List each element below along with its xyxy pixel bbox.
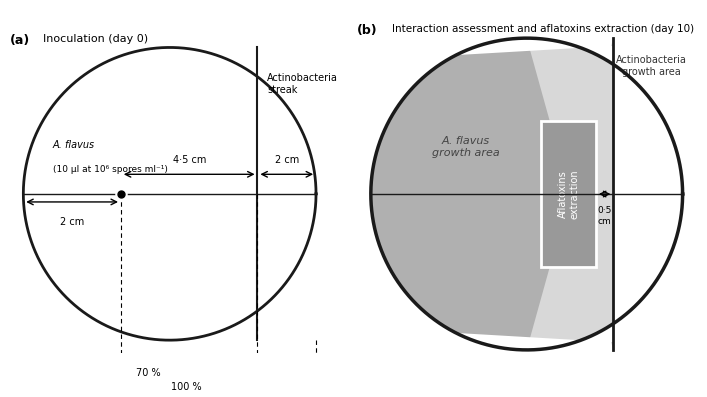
Polygon shape — [456, 38, 682, 350]
Text: Inoculation (day 0): Inoculation (day 0) — [43, 35, 148, 44]
Text: 2 cm: 2 cm — [60, 217, 84, 227]
Text: 4·5 cm: 4·5 cm — [173, 154, 206, 164]
Text: Aflatoxins
extraction: Aflatoxins extraction — [558, 169, 579, 219]
Text: Actinobacteria
streak: Actinobacteria streak — [267, 73, 338, 95]
Text: 2 cm: 2 cm — [274, 154, 299, 164]
Bar — [541, 121, 596, 267]
Text: (10 µl at 10⁶ spores ml⁻¹): (10 µl at 10⁶ spores ml⁻¹) — [52, 164, 168, 173]
Text: 0·5
cm: 0·5 cm — [597, 206, 612, 225]
Polygon shape — [371, 38, 682, 350]
Text: A. flavus
growth area: A. flavus growth area — [432, 137, 500, 158]
Text: 70 %: 70 % — [136, 368, 161, 378]
Text: (b): (b) — [357, 24, 378, 37]
Text: 100 %: 100 % — [170, 382, 201, 393]
Text: Interaction assessment and aflatoxins extraction (day 10): Interaction assessment and aflatoxins ex… — [392, 24, 694, 34]
Polygon shape — [527, 38, 682, 350]
Text: (a): (a) — [11, 35, 30, 48]
Text: A. flavus: A. flavus — [52, 140, 95, 150]
Text: Actinobacteria
growth area: Actinobacteria growth area — [616, 56, 687, 77]
